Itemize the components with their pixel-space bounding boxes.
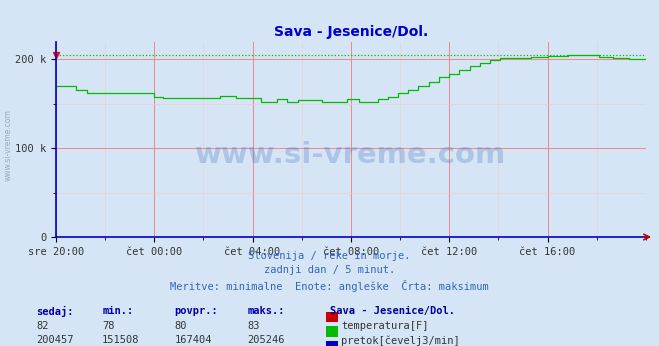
Text: www.si-vreme.com: www.si-vreme.com (3, 109, 13, 181)
Text: 78: 78 (102, 321, 115, 331)
Text: 200457: 200457 (36, 335, 74, 345)
Text: min.:: min.: (102, 306, 133, 316)
Text: 82: 82 (36, 321, 49, 331)
Text: maks.:: maks.: (247, 306, 285, 316)
Text: zadnji dan / 5 minut.: zadnji dan / 5 minut. (264, 265, 395, 275)
Text: 205246: 205246 (247, 335, 285, 345)
Text: 80: 80 (175, 321, 187, 331)
Text: 151508: 151508 (102, 335, 140, 345)
Text: 167404: 167404 (175, 335, 212, 345)
Title: Sava - Jesenice/Dol.: Sava - Jesenice/Dol. (273, 25, 428, 39)
Text: www.si-vreme.com: www.si-vreme.com (195, 141, 507, 169)
Text: Slovenija / reke in morje.: Slovenija / reke in morje. (248, 251, 411, 261)
Text: Meritve: minimalne  Enote: angleške  Črta: maksimum: Meritve: minimalne Enote: angleške Črta:… (170, 280, 489, 292)
Text: pretok[čevelj3/min]: pretok[čevelj3/min] (341, 335, 460, 346)
Text: Sava - Jesenice/Dol.: Sava - Jesenice/Dol. (330, 306, 455, 316)
Text: 83: 83 (247, 321, 260, 331)
Text: povpr.:: povpr.: (175, 306, 218, 316)
Text: sedaj:: sedaj: (36, 306, 74, 317)
Text: temperatura[F]: temperatura[F] (341, 321, 429, 331)
